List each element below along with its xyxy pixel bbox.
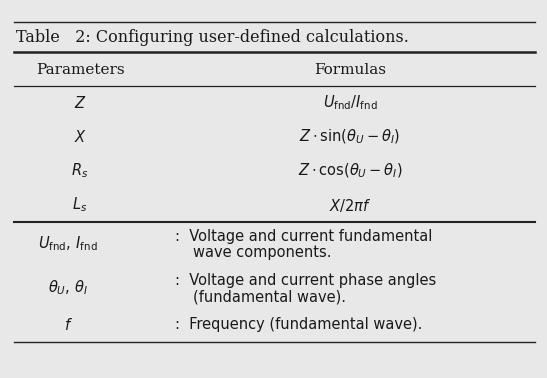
- Text: $L_s$: $L_s$: [72, 196, 88, 214]
- Text: $X/2\pi f$: $X/2\pi f$: [329, 197, 371, 214]
- Text: :  Voltage and current phase angles: : Voltage and current phase angles: [175, 274, 437, 288]
- Text: $Z \cdot \sin(\theta_U - \theta_I)$: $Z \cdot \sin(\theta_U - \theta_I)$: [300, 128, 400, 146]
- Text: $Z$: $Z$: [74, 95, 86, 111]
- Text: :  Voltage and current fundamental: : Voltage and current fundamental: [175, 229, 432, 245]
- Text: $U_{\mathrm{fnd}}/I_{\mathrm{fnd}}$: $U_{\mathrm{fnd}}/I_{\mathrm{fnd}}$: [323, 94, 377, 112]
- Text: $X$: $X$: [73, 129, 86, 145]
- Text: $Z \cdot \cos(\theta_U - \theta_I)$: $Z \cdot \cos(\theta_U - \theta_I)$: [298, 162, 403, 180]
- Text: wave components.: wave components.: [193, 245, 331, 260]
- Text: (fundamental wave).: (fundamental wave).: [193, 290, 346, 305]
- Text: Parameters: Parameters: [36, 63, 124, 77]
- Text: $R_s$: $R_s$: [71, 162, 89, 180]
- Text: Table   2: Configuring user-defined calculations.: Table 2: Configuring user-defined calcul…: [16, 29, 409, 46]
- Text: $f$: $f$: [63, 317, 73, 333]
- Text: :  Frequency (fundamental wave).: : Frequency (fundamental wave).: [175, 318, 422, 333]
- Text: Formulas: Formulas: [314, 63, 386, 77]
- Text: $\theta_U,\, \theta_I$: $\theta_U,\, \theta_I$: [48, 279, 88, 297]
- Text: $U_{\mathrm{fnd}},\, I_{\mathrm{fnd}}$: $U_{\mathrm{fnd}},\, I_{\mathrm{fnd}}$: [38, 235, 98, 253]
